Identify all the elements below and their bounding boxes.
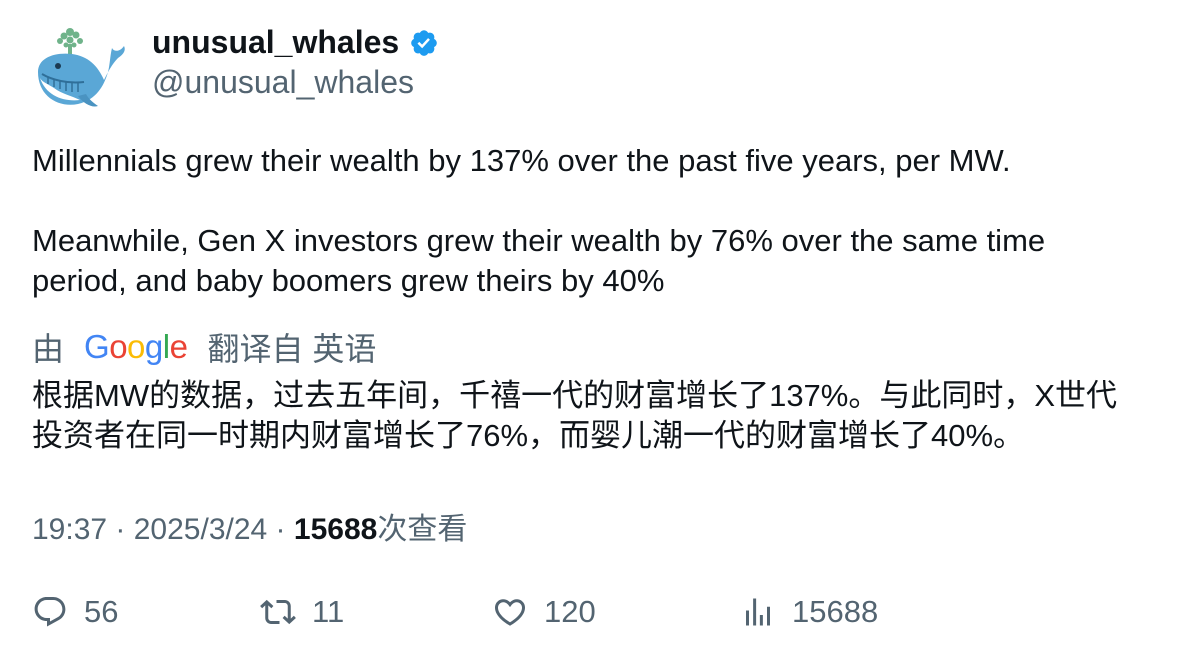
tweet-paragraph: Millennials grew their wealth by 137% ov… bbox=[32, 143, 1011, 178]
verified-badge-icon bbox=[411, 30, 437, 56]
tweet-time[interactable]: 19:37 bbox=[32, 513, 108, 546]
google-logo-letter: l bbox=[162, 328, 170, 365]
google-logo-letter: o bbox=[109, 328, 128, 365]
tweet-header: unusual_whales @unusual_whales bbox=[32, 22, 1132, 114]
google-logo-letter: G bbox=[84, 328, 110, 365]
display-name[interactable]: unusual_whales bbox=[152, 23, 400, 60]
views-button[interactable]: 15688 bbox=[740, 588, 878, 636]
meta-separator: · bbox=[107, 513, 134, 546]
like-button[interactable]: 120 bbox=[492, 588, 596, 636]
author-names: unusual_whales @unusual_whales bbox=[152, 22, 439, 100]
tweet-meta: 19:37 · 2025/3/24 · 15688次查看 bbox=[32, 504, 467, 548]
google-logo-letter: o bbox=[127, 328, 145, 365]
translation-source-label[interactable]: 翻译自 英语 bbox=[207, 331, 377, 367]
translated-line: 根据MW的数据，过去五年间，千禧一代的财富增长了137%。与此同时，X世代 bbox=[32, 378, 1118, 413]
like-count: 120 bbox=[544, 594, 596, 629]
whale-logo-icon[interactable] bbox=[32, 22, 128, 114]
google-logo-letter: e bbox=[169, 328, 188, 365]
retweet-icon bbox=[260, 599, 296, 625]
bar-chart-icon bbox=[746, 598, 770, 626]
tweet-paragraph: period, and baby boomers grew theirs by … bbox=[32, 263, 665, 298]
retweet-button[interactable]: 11 bbox=[260, 588, 344, 636]
retweet-count: 11 bbox=[312, 594, 345, 629]
reply-count: 56 bbox=[84, 594, 119, 629]
heart-icon bbox=[494, 599, 526, 626]
translation-attribution: 由 Google 翻译自 英语 bbox=[32, 326, 376, 368]
tweet-paragraph: Meanwhile, Gen X investors grew their we… bbox=[32, 223, 1046, 258]
author-handle[interactable]: @unusual_whales bbox=[152, 64, 414, 100]
reply-button[interactable]: 56 bbox=[32, 588, 118, 636]
display-name-row: unusual_whales bbox=[152, 22, 439, 62]
google-logo-letter: g bbox=[144, 328, 163, 365]
views-label: 次查看 bbox=[377, 513, 468, 546]
tweet-date[interactable]: 2025/3/24 bbox=[133, 513, 268, 546]
tweet-text: Millennials grew their wealth by 137% ov… bbox=[32, 141, 1162, 301]
translation-prefix: 由 bbox=[32, 331, 65, 367]
meta-separator: · bbox=[267, 513, 294, 546]
translated-line: 投资者在同一时期内财富增长了76%，而婴儿潮一代的财富增长了40%。 bbox=[32, 418, 1025, 453]
reply-icon bbox=[34, 597, 66, 627]
views-count: 15688 bbox=[293, 513, 378, 546]
views-count-action: 15688 bbox=[792, 594, 879, 629]
google-logo: Google bbox=[84, 328, 188, 366]
action-bar: 56 11 120 15688 bbox=[32, 588, 1132, 636]
translated-text: 根据MW的数据，过去五年间，千禧一代的财富增长了137%。与此同时，X世代 投资… bbox=[32, 376, 1172, 456]
